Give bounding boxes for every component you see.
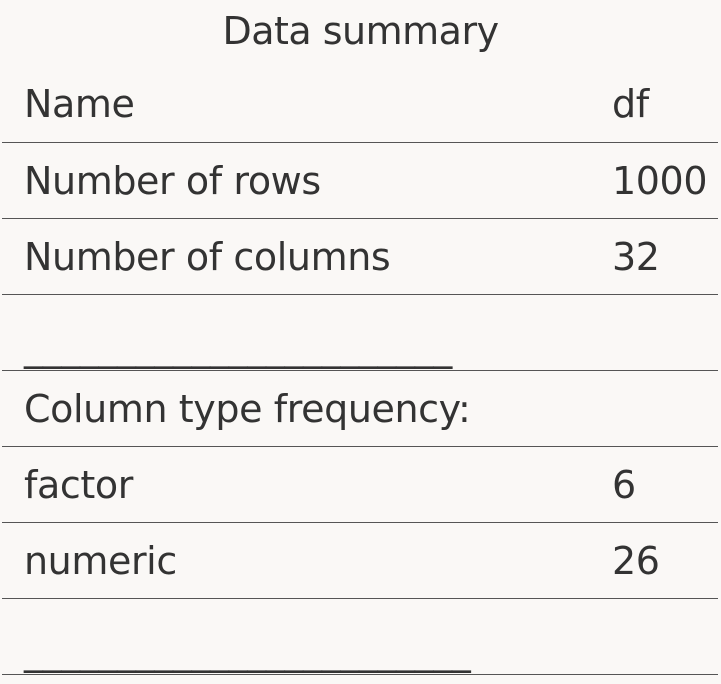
table-caption: Data summary	[222, 9, 499, 53]
row-value: 1000	[590, 142, 718, 219]
table-row-column-type-frequency: Column type frequency:	[2, 370, 718, 447]
row-label: factor	[2, 446, 590, 523]
row-label: Column type frequency:	[2, 370, 590, 447]
summary-table-body: Name df Number of rows 1000 Number of co…	[2, 66, 718, 675]
row-value	[590, 294, 718, 371]
table-row-name: Name df	[2, 66, 718, 143]
row-value	[590, 598, 718, 675]
row-value: 32	[590, 218, 718, 295]
table-row-number-of-columns: Number of columns 32	[2, 218, 718, 295]
row-value	[590, 370, 718, 447]
row-label: Number of columns	[2, 218, 590, 295]
table-row-numeric: numeric 26	[2, 522, 718, 599]
row-label: Number of rows	[2, 142, 590, 219]
table-row-number-of-rows: Number of rows 1000	[2, 142, 718, 219]
row-label: Name	[2, 66, 590, 143]
row-value: 6	[590, 446, 718, 523]
table-row-separator: _______________________	[2, 294, 718, 371]
separator-line: ________________________	[24, 628, 471, 673]
table-row-factor: factor 6	[2, 446, 718, 523]
row-value: df	[590, 66, 718, 143]
table-row-separator: ________________________	[2, 598, 718, 675]
row-label: numeric	[2, 522, 590, 599]
row-value: 26	[590, 522, 718, 599]
separator-line: _______________________	[24, 324, 452, 369]
